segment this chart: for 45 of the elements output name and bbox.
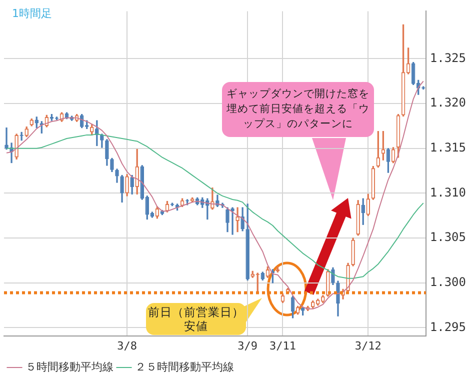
y-tick-label: 1.305 [430, 230, 466, 244]
y-tick-label: 1.295 [430, 320, 466, 334]
candlestick [24, 126, 28, 138]
candlestick [356, 200, 360, 236]
candlestick [115, 168, 119, 183]
y-tick-label: 1.310 [430, 185, 466, 200]
candlestick [296, 306, 300, 315]
candlestick [321, 295, 325, 303]
x-tick-label: 3/12 [354, 339, 382, 352]
candlestick [240, 207, 244, 232]
candlestick [246, 204, 250, 281]
candlestick [236, 207, 240, 232]
candlestick [331, 267, 335, 286]
candlestick [316, 298, 320, 306]
candlestick [4, 127, 8, 150]
candlestick [135, 148, 139, 194]
legend-label: ５時間移動平均線 [26, 360, 114, 374]
candlestick [140, 165, 144, 200]
candlestick [120, 174, 124, 203]
candlestick [125, 174, 129, 196]
y-tick-label: 1.315 [430, 140, 466, 155]
ref-line-label: 前日（前営業日）安値 [146, 303, 246, 335]
candlestick [361, 198, 365, 225]
candlestick [30, 118, 34, 126]
candlestick [226, 207, 230, 232]
candlestick [326, 269, 330, 297]
candlestick [310, 300, 315, 308]
y-tick-label: 1.320 [430, 96, 466, 110]
y-tick-label: 1.300 [430, 275, 466, 290]
candlestick [130, 174, 134, 194]
candlestick [336, 280, 340, 316]
candlestick [100, 134, 104, 148]
x-tick-label: 3/11 [269, 339, 296, 352]
y-tick-label: 1.325 [430, 50, 466, 65]
candlestick [90, 124, 94, 136]
candlestick [351, 238, 355, 266]
annotation: ギャップダウンで開けた窓を埋めて前日安値を超える「ウップス」のパターンに [222, 82, 374, 137]
legend-label: ２５時間移動平均線 [135, 360, 234, 374]
candlestick [14, 134, 18, 160]
candlestick [110, 158, 114, 172]
annotation: 1時間足 [12, 6, 52, 21]
x-tick-label: 3/9 [238, 339, 258, 352]
x-tick-label: 3/8 [117, 339, 137, 352]
candlestick [366, 194, 370, 216]
candlestick [105, 139, 109, 166]
